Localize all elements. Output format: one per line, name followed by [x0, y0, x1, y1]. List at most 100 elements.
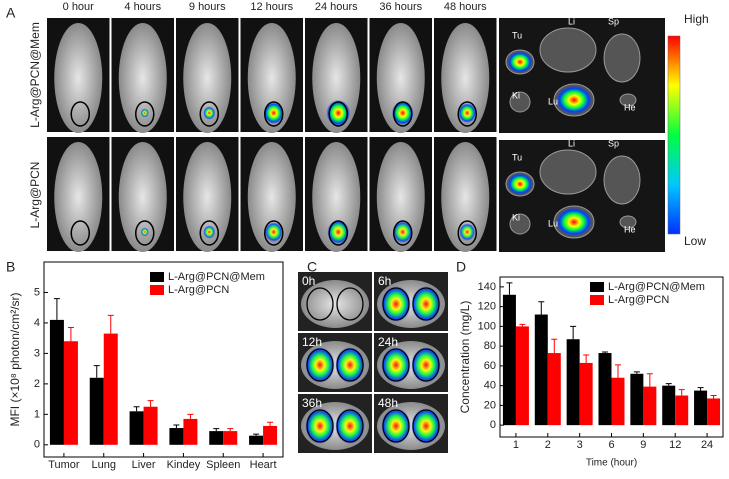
error-bar: [253, 433, 260, 436]
bar: [675, 395, 689, 426]
organ-label: Ki: [512, 212, 520, 222]
organ-label: He: [624, 102, 636, 112]
signal: [556, 85, 592, 115]
signal: [556, 207, 592, 237]
signal: [381, 408, 411, 444]
y-tick-label: 4: [34, 317, 40, 329]
bar: [129, 411, 144, 445]
y-tick-label: 140: [478, 281, 496, 293]
mouse-body: [118, 142, 167, 252]
time-label: 24h: [378, 335, 398, 349]
roi: [412, 409, 440, 443]
roi: [264, 101, 284, 127]
organ: [619, 93, 637, 107]
bar: [103, 333, 118, 445]
organ-label: Sp: [608, 16, 619, 26]
error-bar: [633, 371, 640, 374]
bar: [707, 398, 721, 426]
x-tick-label: Kindey: [167, 459, 201, 471]
y-tick-label: 40: [484, 380, 496, 392]
roi: [306, 409, 334, 443]
roi: [306, 348, 334, 382]
roi: [412, 348, 440, 382]
signal: [411, 347, 441, 383]
signal: [392, 221, 413, 243]
legend-label: L-Arg@PCN@Mem: [168, 271, 265, 283]
signal: [507, 173, 533, 195]
organ: [539, 27, 597, 73]
legend-swatch: [590, 282, 604, 292]
time-label: 48h: [378, 396, 398, 410]
organ: [509, 91, 531, 113]
signal: [458, 103, 477, 123]
row-label: L-Arg@PCN: [28, 162, 42, 229]
organ: [619, 215, 637, 229]
time-label: 0 hour: [63, 1, 95, 13]
mouse-body: [376, 142, 425, 252]
error-bar: [187, 413, 194, 419]
roi: [336, 409, 364, 443]
bar: [169, 428, 184, 445]
signal: [335, 408, 365, 444]
signal: [459, 223, 476, 241]
error-bar: [538, 301, 545, 315]
error-bar: [227, 428, 234, 432]
time-label: 4 hours: [124, 1, 161, 13]
y-tick-label: 120: [478, 301, 496, 313]
legend-swatch: [150, 285, 164, 295]
mouse-body: [376, 23, 425, 133]
panel-label: B: [6, 259, 15, 275]
time-label: 36 hours: [379, 1, 422, 13]
roi: [70, 220, 90, 246]
x-tick-label: 9: [640, 439, 646, 451]
signal: [264, 222, 283, 242]
error-bar: [93, 365, 100, 378]
roi: [199, 220, 219, 246]
signal: [203, 106, 216, 120]
roi: [457, 220, 477, 246]
y-axis-title: Concentration (mg/L): [458, 301, 472, 414]
bar: [611, 377, 625, 426]
y-tick-label: 1: [34, 408, 40, 420]
organ: [539, 149, 597, 195]
signal: [327, 219, 350, 245]
roi: [135, 101, 155, 127]
panel-label: C: [307, 259, 317, 275]
error-bar: [107, 314, 114, 334]
bar: [89, 377, 104, 445]
error-bar: [551, 338, 558, 354]
bar: [263, 425, 278, 445]
bar: [209, 431, 224, 445]
signal: [263, 102, 284, 124]
y-tick-label: 20: [484, 399, 496, 411]
mouse-body: [54, 23, 103, 133]
roi: [70, 101, 90, 127]
legend-label: L-Arg@PCN@Mem: [608, 281, 705, 293]
panel-label: A: [6, 5, 16, 21]
bar: [502, 294, 516, 426]
roi: [264, 220, 284, 246]
organ-label: Lu: [548, 96, 558, 106]
roi: [457, 101, 477, 127]
organ-label: Lu: [548, 218, 558, 228]
time-label: 12 hours: [250, 1, 293, 13]
bar: [547, 353, 561, 426]
roi: [382, 409, 410, 443]
mouse-body: [441, 142, 490, 252]
signal: [140, 108, 149, 118]
error-bar: [53, 298, 60, 320]
error-bar: [519, 323, 526, 327]
bar: [249, 435, 264, 445]
organ-label: He: [624, 224, 636, 234]
colorbar: [667, 35, 681, 235]
error-bar: [570, 325, 577, 340]
y-tick-label: 100: [478, 320, 496, 332]
y-tick-label: 60: [484, 360, 496, 372]
mouse-body: [54, 142, 103, 252]
bar: [694, 390, 708, 426]
bar: [143, 406, 158, 445]
x-tick-label: 3: [577, 439, 583, 451]
mouse-body: [183, 142, 232, 252]
x-tick-label: Tumor: [48, 459, 80, 471]
